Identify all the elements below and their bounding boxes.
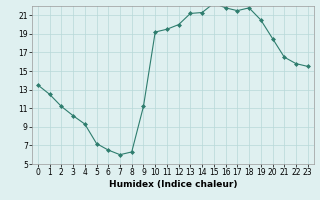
X-axis label: Humidex (Indice chaleur): Humidex (Indice chaleur) — [108, 180, 237, 189]
